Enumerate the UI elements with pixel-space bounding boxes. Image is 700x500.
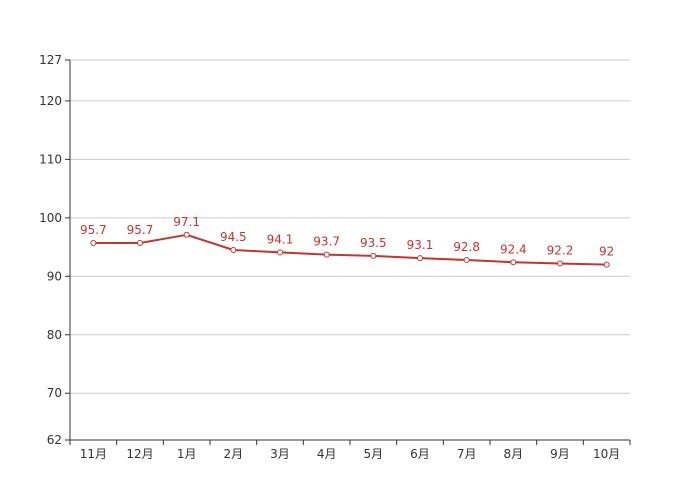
- y-tick-label: 127: [39, 53, 62, 67]
- x-tick-label: 10月: [593, 447, 620, 461]
- y-tick-label: 80: [47, 328, 62, 342]
- data-label: 95.7: [80, 223, 107, 237]
- x-tick-label: 1月: [177, 447, 197, 461]
- data-label: 92.2: [547, 243, 574, 257]
- data-point[interactable]: [370, 252, 377, 259]
- data-point[interactable]: [230, 247, 237, 253]
- x-tick-label: 6月: [410, 447, 430, 461]
- series-layer: [90, 231, 610, 268]
- data-label: 97.1: [173, 215, 200, 229]
- data-label: 95.7: [127, 223, 154, 237]
- x-tick-label: 2月: [224, 447, 244, 461]
- x-tick-label: 7月: [457, 447, 477, 461]
- series-line: [93, 233, 607, 266]
- grid-lines: [70, 59, 630, 394]
- data-point[interactable]: [277, 249, 283, 256]
- data-labels: 95.7 95.7 97.1 94.5 94.1 93.7 93.5 93.1 92.8 92.4…: [80, 215, 614, 259]
- y-tick-label: 110: [39, 152, 62, 166]
- data-label: 94.1: [267, 232, 294, 246]
- data-label: 93.7: [313, 235, 340, 249]
- y-tick-label: 90: [47, 269, 62, 283]
- data-label: 92.4: [500, 242, 527, 256]
- data-label: 93.1: [407, 238, 434, 252]
- y-tick-label: 100: [39, 211, 62, 225]
- x-tick-label: 9月: [550, 447, 570, 461]
- data-point[interactable]: [603, 261, 610, 268]
- data-point[interactable]: [137, 239, 143, 246]
- x-tick-label: 5月: [364, 447, 384, 461]
- data-point[interactable]: [463, 256, 470, 263]
- y-tick-label: 70: [47, 386, 62, 400]
- x-tick-label: 12月: [126, 447, 153, 461]
- y-tick-label: 120: [39, 94, 62, 108]
- data-point[interactable]: [183, 231, 190, 238]
- x-tick-label: 4月: [317, 447, 337, 461]
- data-point[interactable]: [417, 255, 423, 262]
- x-tick-label: 11月: [80, 447, 107, 461]
- y-tick-label: 62: [47, 433, 62, 447]
- x-tick-label: 8月: [504, 447, 524, 461]
- axes: [65, 59, 631, 445]
- data-label: 93.5: [360, 236, 387, 250]
- data-point[interactable]: [90, 239, 97, 246]
- x-tick-label: 3月: [270, 447, 290, 461]
- data-label: 94.5: [220, 230, 247, 244]
- data-label: 92.8: [453, 240, 480, 254]
- data-point[interactable]: [323, 251, 330, 258]
- y-tick-labels: 62 70 80 90 100 110 120 127: [39, 53, 62, 447]
- data-point[interactable]: [510, 259, 517, 266]
- x-tick-labels: 11月 12月 1月 2月 3月 4月 5月 6月 7月 8月 9月 10月: [80, 447, 621, 461]
- data-label: 92: [599, 245, 614, 259]
- data-point[interactable]: [557, 260, 563, 267]
